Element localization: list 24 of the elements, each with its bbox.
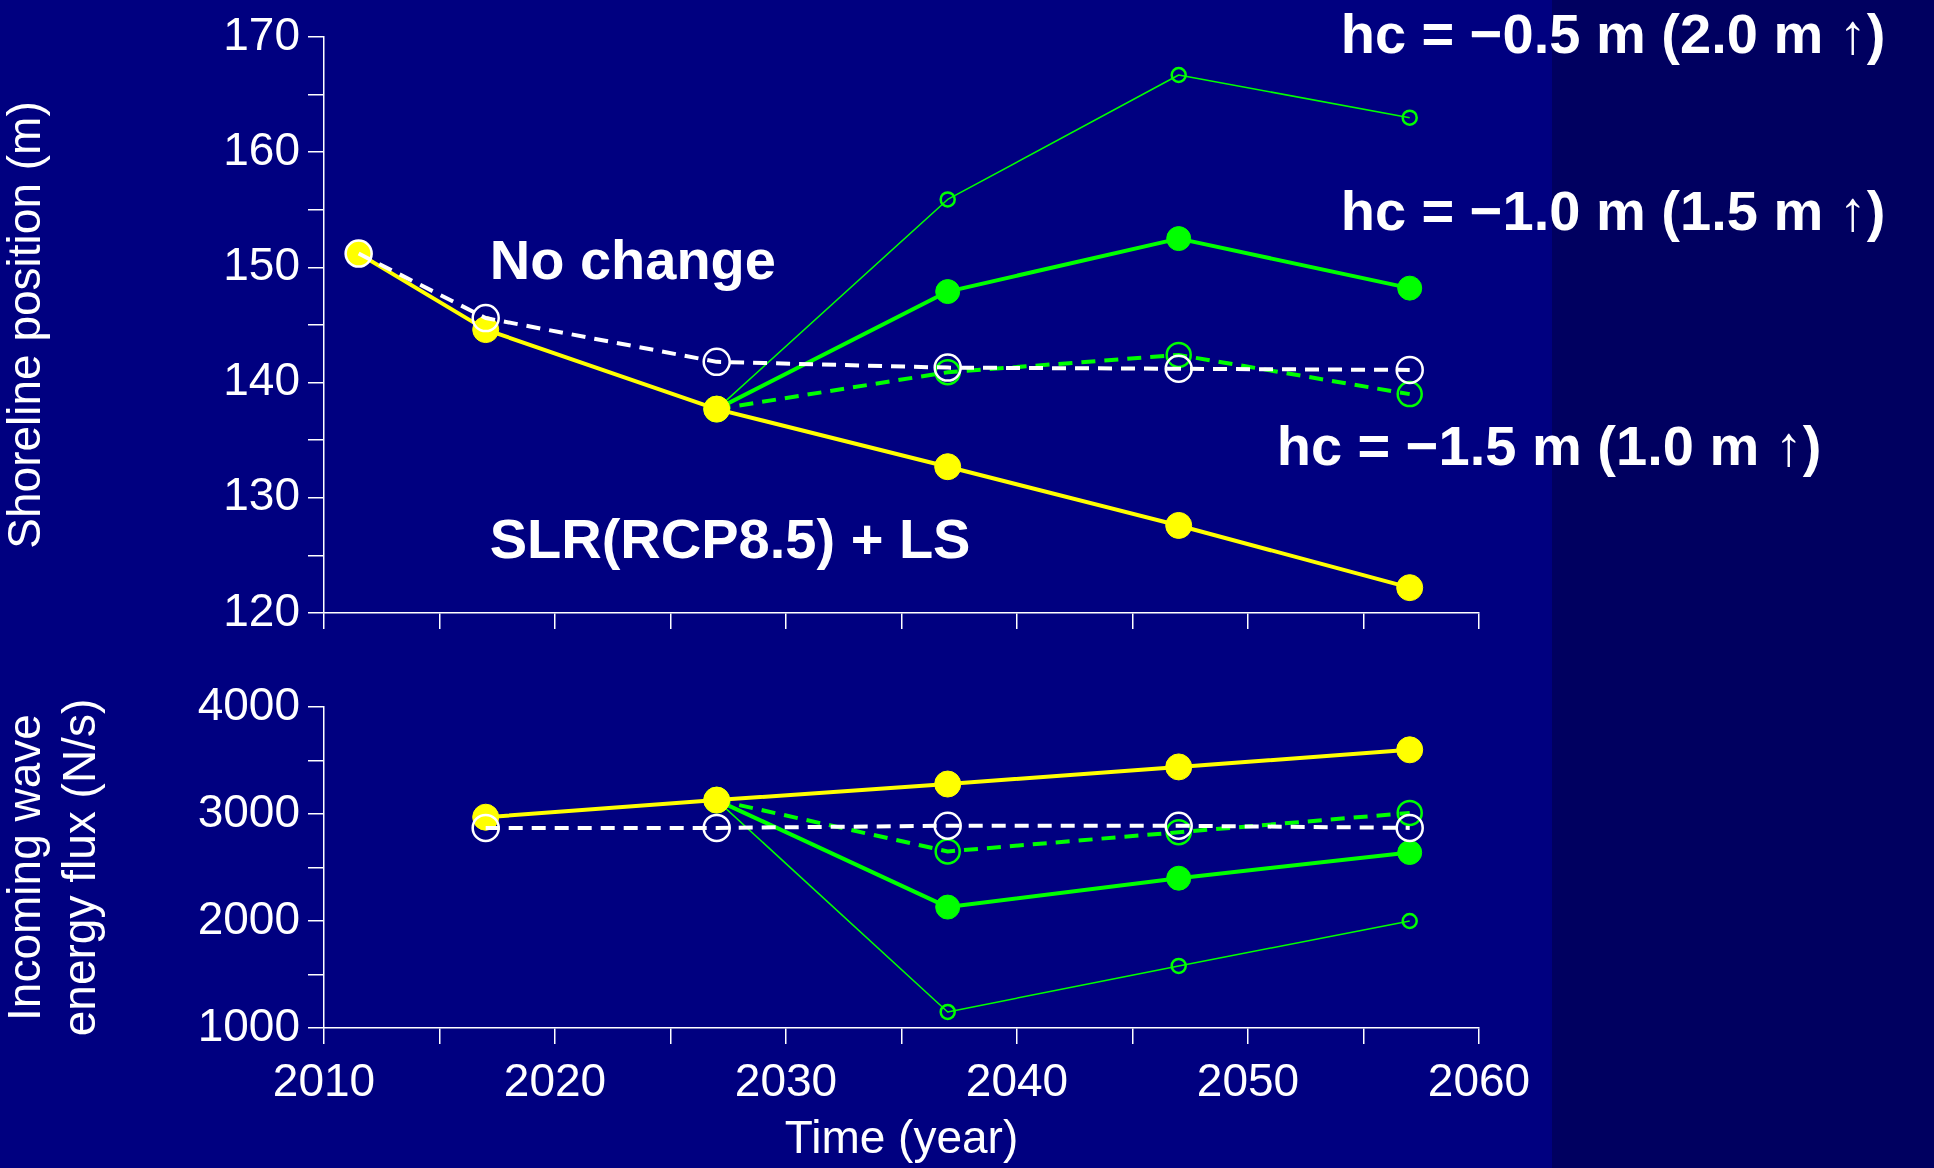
y-tick-label: 2000 (197, 891, 300, 944)
series-label: No change (489, 227, 776, 291)
series-label: hc = −1.0 m (1.5 m ↑) (1340, 178, 1886, 242)
series-label: SLR(RCP8.5) + LS (489, 507, 971, 571)
y-axis-title: Incoming wave energy flux (N/s) (0, 698, 106, 1037)
x-tick-label: 2010 (272, 1054, 376, 1107)
y-tick-label: 160 (223, 122, 300, 175)
series-label: hc = −0.5 m (2.0 m ↑) (1340, 2, 1886, 66)
y-tick-label: 3000 (197, 784, 300, 837)
y-tick-label: 130 (223, 468, 300, 521)
y-tick-label: 140 (223, 353, 300, 406)
y-tick-label: 150 (223, 238, 300, 291)
y-tick-label: 170 (223, 7, 300, 60)
series-label: hc = −1.5 m (1.0 m ↑) (1276, 413, 1822, 477)
x-tick-label: 2040 (965, 1054, 1069, 1107)
y-tick-label: 1000 (197, 998, 300, 1051)
x-tick-label: 2020 (503, 1054, 607, 1107)
x-tick-label: 2050 (1196, 1054, 1300, 1107)
x-tick-label: 2060 (1427, 1054, 1531, 1107)
x-tick-label: 2030 (734, 1054, 838, 1107)
x-axis-title: Time (year) (784, 1111, 1019, 1164)
y-axis-title: Shoreline position (m) (0, 101, 51, 549)
y-tick-label: 120 (223, 583, 300, 636)
y-tick-label: 4000 (197, 677, 300, 730)
